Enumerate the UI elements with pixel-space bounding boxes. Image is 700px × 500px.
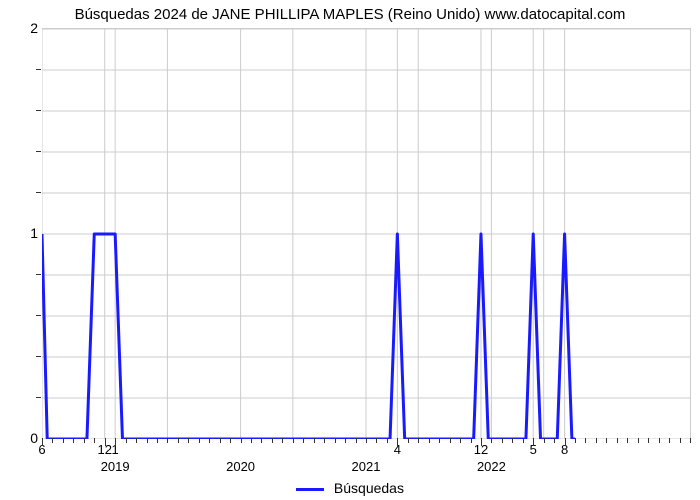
x-minor-tick — [690, 438, 691, 443]
y-minor-tick — [36, 69, 41, 70]
y-minor-tick — [36, 110, 41, 111]
x-minor-tick — [272, 438, 273, 443]
x-minor-tick — [471, 438, 472, 443]
x-minor-tick — [585, 438, 586, 443]
x-major-tick — [481, 438, 482, 446]
y-tick-label: 0 — [20, 430, 38, 446]
x-minor-tick — [418, 438, 419, 443]
x-minor-tick — [345, 438, 346, 443]
x-minor-tick — [669, 438, 670, 443]
x-minor-tick — [460, 438, 461, 443]
x-minor-tick — [220, 438, 221, 443]
x-minor-tick — [606, 438, 607, 443]
x-year-label: 2022 — [477, 459, 506, 474]
x-minor-tick — [596, 438, 597, 443]
y-minor-tick — [36, 274, 41, 275]
x-minor-tick — [627, 438, 628, 443]
x-minor-tick — [387, 438, 388, 443]
x-minor-tick — [376, 438, 377, 443]
x-minor-tick — [450, 438, 451, 443]
legend-label: Búsquedas — [334, 480, 404, 496]
x-minor-tick — [314, 438, 315, 443]
x-minor-tick — [324, 438, 325, 443]
x-year-label: 2019 — [101, 459, 130, 474]
x-major-tick — [115, 438, 116, 446]
x-minor-tick — [230, 438, 231, 443]
y-minor-tick — [36, 397, 41, 398]
x-minor-tick — [167, 438, 168, 443]
legend-line — [296, 488, 324, 491]
x-minor-tick — [491, 438, 492, 443]
x-minor-tick — [554, 438, 555, 443]
y-minor-tick — [36, 192, 41, 193]
x-minor-tick — [659, 438, 660, 443]
x-minor-tick — [366, 438, 367, 443]
x-minor-tick — [241, 438, 242, 443]
x-minor-tick — [209, 438, 210, 443]
x-major-tick — [105, 438, 106, 446]
x-major-tick — [533, 438, 534, 446]
y-tick-label: 1 — [20, 225, 38, 241]
x-minor-tick — [282, 438, 283, 443]
x-minor-tick — [126, 438, 127, 443]
x-minor-tick — [136, 438, 137, 443]
x-minor-tick — [261, 438, 262, 443]
legend: Búsquedas — [0, 480, 700, 496]
x-year-label: 2020 — [226, 459, 255, 474]
x-minor-tick — [638, 438, 639, 443]
x-minor-tick — [199, 438, 200, 443]
x-minor-tick — [335, 438, 336, 443]
x-major-tick — [397, 438, 398, 446]
x-minor-tick — [502, 438, 503, 443]
x-minor-tick — [575, 438, 576, 443]
x-minor-tick — [293, 438, 294, 443]
y-minor-tick — [36, 356, 41, 357]
x-major-tick — [565, 438, 566, 446]
x-minor-tick — [648, 438, 649, 443]
x-minor-tick — [147, 438, 148, 443]
x-minor-tick — [94, 438, 95, 443]
x-minor-tick — [512, 438, 513, 443]
x-minor-tick — [84, 438, 85, 443]
x-minor-tick — [178, 438, 179, 443]
x-minor-tick — [52, 438, 53, 443]
data-line — [42, 29, 690, 439]
x-minor-tick — [408, 438, 409, 443]
chart-container: Búsquedas 2024 de JANE PHILLIPA MAPLES (… — [0, 0, 700, 500]
x-minor-tick — [439, 438, 440, 443]
x-minor-tick — [429, 438, 430, 443]
x-minor-tick — [157, 438, 158, 443]
x-minor-tick — [544, 438, 545, 443]
x-minor-tick — [63, 438, 64, 443]
y-tick-label: 2 — [20, 20, 38, 36]
y-minor-tick — [36, 151, 41, 152]
x-minor-tick — [680, 438, 681, 443]
x-minor-tick — [251, 438, 252, 443]
x-year-label: 2021 — [352, 459, 381, 474]
plot-area — [42, 28, 691, 439]
x-minor-tick — [73, 438, 74, 443]
x-minor-tick — [523, 438, 524, 443]
x-minor-tick — [188, 438, 189, 443]
x-major-tick — [42, 438, 43, 446]
x-minor-tick — [356, 438, 357, 443]
x-minor-tick — [303, 438, 304, 443]
x-minor-tick — [617, 438, 618, 443]
chart-title: Búsquedas 2024 de JANE PHILLIPA MAPLES (… — [0, 6, 700, 23]
y-minor-tick — [36, 315, 41, 316]
